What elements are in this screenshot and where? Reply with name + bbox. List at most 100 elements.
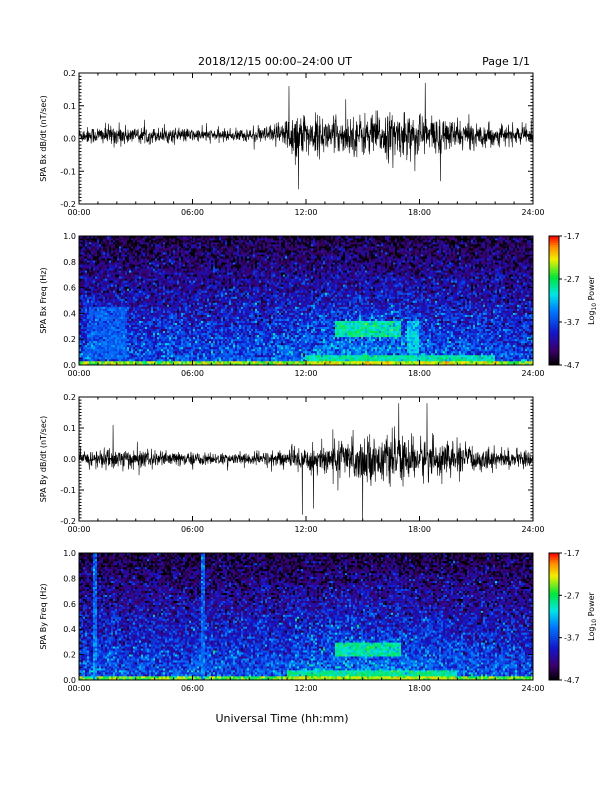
spectrogram-cell (121, 284, 123, 286)
spectrogram-cell (95, 262, 97, 264)
spectrogram-cell (91, 347, 93, 349)
spectrogram-cell (85, 305, 87, 307)
spectrogram-cell (117, 353, 119, 355)
spectrogram-cell (129, 323, 131, 325)
spectrogram-cell (85, 286, 87, 288)
spectrogram-cell (127, 258, 129, 260)
spectrogram-cell (105, 280, 107, 282)
x-tick-label: 24:00 (521, 208, 544, 217)
spectrogram-cell (127, 321, 129, 323)
spectrogram-cell (95, 274, 97, 276)
spectrogram-cell (129, 339, 131, 341)
spectrogram-cell (127, 357, 129, 359)
spectrogram-cell (121, 276, 123, 278)
spectrogram-cell (123, 305, 125, 307)
spectrogram-cell (113, 276, 115, 278)
spectrogram-cell (83, 359, 85, 361)
spectrogram-cell (119, 260, 121, 262)
spectrogram-cell (111, 256, 113, 258)
spectrogram-cell (97, 248, 99, 250)
spectrogram-cell (87, 341, 89, 343)
spectrogram-cell (125, 246, 127, 248)
spectrogram-cell (111, 240, 113, 242)
spectrogram-cell (97, 280, 99, 282)
spectrogram-cell (111, 278, 113, 280)
spectrogram-cell (123, 351, 125, 353)
spectrogram-cell (103, 331, 105, 333)
spectrogram-cell (89, 270, 91, 272)
spectrogram-cell (113, 266, 115, 268)
spectrogram-cell (115, 284, 117, 286)
spectrogram-cell (99, 317, 101, 319)
spectrogram-cell (95, 250, 97, 252)
spectrogram-cell (93, 347, 95, 349)
spectrogram-cell (89, 266, 91, 268)
spectrogram-cell (89, 339, 91, 341)
spectrogram-cell (89, 282, 91, 284)
spectrogram-cell (93, 339, 95, 341)
spectrogram-cell (85, 282, 87, 284)
spectrogram-cell (119, 341, 121, 343)
spectrogram-cell (119, 294, 121, 296)
spectrogram-cell (97, 317, 99, 319)
spectrogram-cell (109, 286, 111, 288)
spectrogram-cell (105, 282, 107, 284)
spectrogram-cell (93, 313, 95, 315)
spectrogram-cell (85, 238, 87, 240)
spectrogram-cell (127, 327, 129, 329)
spectrogram-cell (85, 339, 87, 341)
spectrogram-cell (127, 343, 129, 345)
spectrogram-cell (125, 331, 127, 333)
spectrogram-cell (131, 321, 133, 323)
spectrogram-cell (93, 268, 95, 270)
spectrogram-cell (115, 286, 117, 288)
spectrogram-cell (129, 329, 131, 331)
spectrogram-cell (91, 276, 93, 278)
spectrogram-cell (115, 325, 117, 327)
spectrogram-cell (105, 248, 107, 250)
spectrogram-cell (107, 355, 109, 357)
y-tick-label: 0.0 (63, 135, 76, 144)
spectrogram-cell (125, 256, 127, 258)
page-title: 2018/12/15 00:00–24:00 UT (198, 55, 352, 68)
spectrogram-cell (85, 294, 87, 296)
spectrogram-cell (121, 290, 123, 292)
spectrogram-cell (87, 254, 89, 256)
spectrogram-cell (91, 351, 93, 353)
spectrogram-cell (127, 305, 129, 307)
spectrogram-cell (97, 240, 99, 242)
spectrogram-cell (123, 270, 125, 272)
spectrogram-cell (115, 351, 117, 353)
spectrogram-cell (91, 331, 93, 333)
spectrogram-cell (109, 317, 111, 319)
spectrogram-cell (85, 244, 87, 246)
spectrogram-cell (115, 290, 117, 292)
spectrogram-cell (97, 292, 99, 294)
spectrogram-cell (109, 252, 111, 254)
spectrogram-cell (105, 276, 107, 278)
spectrogram-cell (117, 244, 119, 246)
spectrogram-cell (97, 298, 99, 300)
spectrogram-cell (129, 341, 131, 343)
spectrogram-cell (127, 292, 129, 294)
spectrogram-cell (89, 313, 91, 315)
spectrogram-cell (131, 315, 133, 317)
spectrogram-cell (81, 250, 83, 252)
spectrogram-cell (97, 345, 99, 347)
spectrogram-cell (85, 298, 87, 300)
spectrogram-cell (89, 341, 91, 343)
spectrogram-cell (113, 357, 115, 359)
spectrogram-cell (129, 301, 131, 303)
spectrogram-cell (113, 274, 115, 276)
spectrogram-cell (121, 327, 123, 329)
spectrogram-cell (99, 280, 101, 282)
spectrogram-cell (93, 262, 95, 264)
spectrogram-cell (87, 260, 89, 262)
spectrogram-cell (109, 321, 111, 323)
spectrogram-cell (123, 323, 125, 325)
spectrogram-cell (93, 355, 95, 357)
spectrogram-cell (111, 284, 113, 286)
figure: 2018/12/15 00:00–24:00 UT Page 1/1 00:00… (0, 0, 612, 792)
spectrogram-cell (105, 288, 107, 290)
spectrogram-cell (131, 333, 133, 335)
